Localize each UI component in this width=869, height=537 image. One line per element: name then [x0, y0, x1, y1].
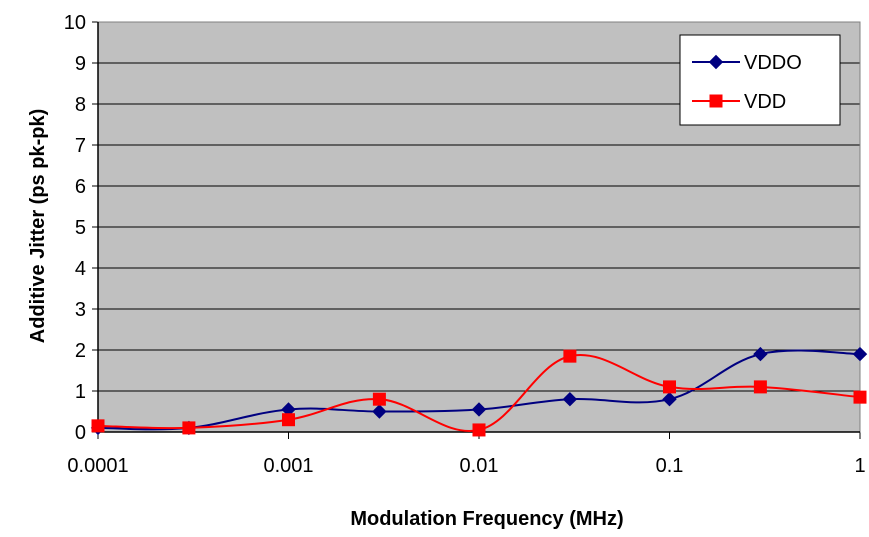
data-point-vdd — [663, 380, 676, 394]
data-point-vdd — [472, 423, 486, 437]
series-lines — [90, 346, 868, 437]
legend-marker-vdd — [709, 94, 723, 108]
x-axis-title: Modulation Frequency (MHz) — [350, 508, 623, 530]
legend-box — [679, 34, 841, 126]
legend: VDDO VDD — [679, 34, 841, 126]
data-point-vddo — [662, 391, 677, 407]
y-tick-label: 3 — [75, 299, 86, 321]
data-point-vdd — [91, 419, 105, 433]
y-tick-label: 2 — [75, 340, 86, 362]
y-tick-label: 10 — [64, 12, 86, 34]
x-tick-label: 0.0001 — [67, 455, 128, 477]
data-point-vdd — [753, 380, 767, 394]
y-tick-label: 9 — [75, 53, 86, 75]
x-tick-label: 0.001 — [263, 455, 313, 477]
data-point-vddo — [852, 346, 868, 362]
data-point-vddo — [372, 404, 387, 419]
legend-label-vddo: VDDO — [744, 52, 802, 74]
tick-labels: 0 1 2 3 4 5 6 7 8 9 10 0.0001 0.001 0.01 0.1 1 — [64, 12, 866, 477]
y-tick-label: 5 — [75, 217, 86, 239]
y-tick-label: 7 — [75, 135, 86, 157]
data-point-vdd — [372, 392, 386, 406]
data-point-vdd — [563, 349, 577, 363]
y-tick-label: 8 — [75, 94, 86, 116]
y-tick-label: 6 — [75, 176, 86, 198]
series-vdd — [91, 349, 867, 437]
y-tick-label: 4 — [75, 258, 86, 280]
x-tick-label: 0.1 — [656, 455, 684, 477]
data-point-vddo — [753, 346, 768, 362]
data-point-vdd — [282, 413, 295, 427]
data-point-vddo — [471, 402, 487, 417]
data-point-vdd — [853, 390, 867, 404]
y-axis-title: Additive Jitter (ps pk-pk) — [27, 109, 49, 343]
x-tick-label: 0.01 — [460, 455, 499, 477]
y-tick-label: 0 — [75, 422, 86, 444]
legend-marker-vddo — [708, 54, 724, 70]
data-point-vdd — [182, 421, 196, 435]
x-tick-label: 1 — [854, 455, 865, 477]
y-tick-label: 1 — [75, 381, 86, 403]
legend-label-vdd: VDD — [744, 91, 786, 113]
data-point-vddo — [562, 391, 578, 407]
